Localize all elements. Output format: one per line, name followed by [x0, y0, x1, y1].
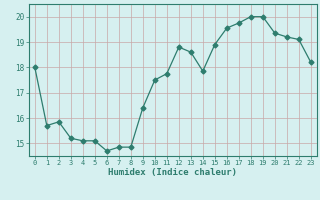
- X-axis label: Humidex (Indice chaleur): Humidex (Indice chaleur): [108, 168, 237, 177]
